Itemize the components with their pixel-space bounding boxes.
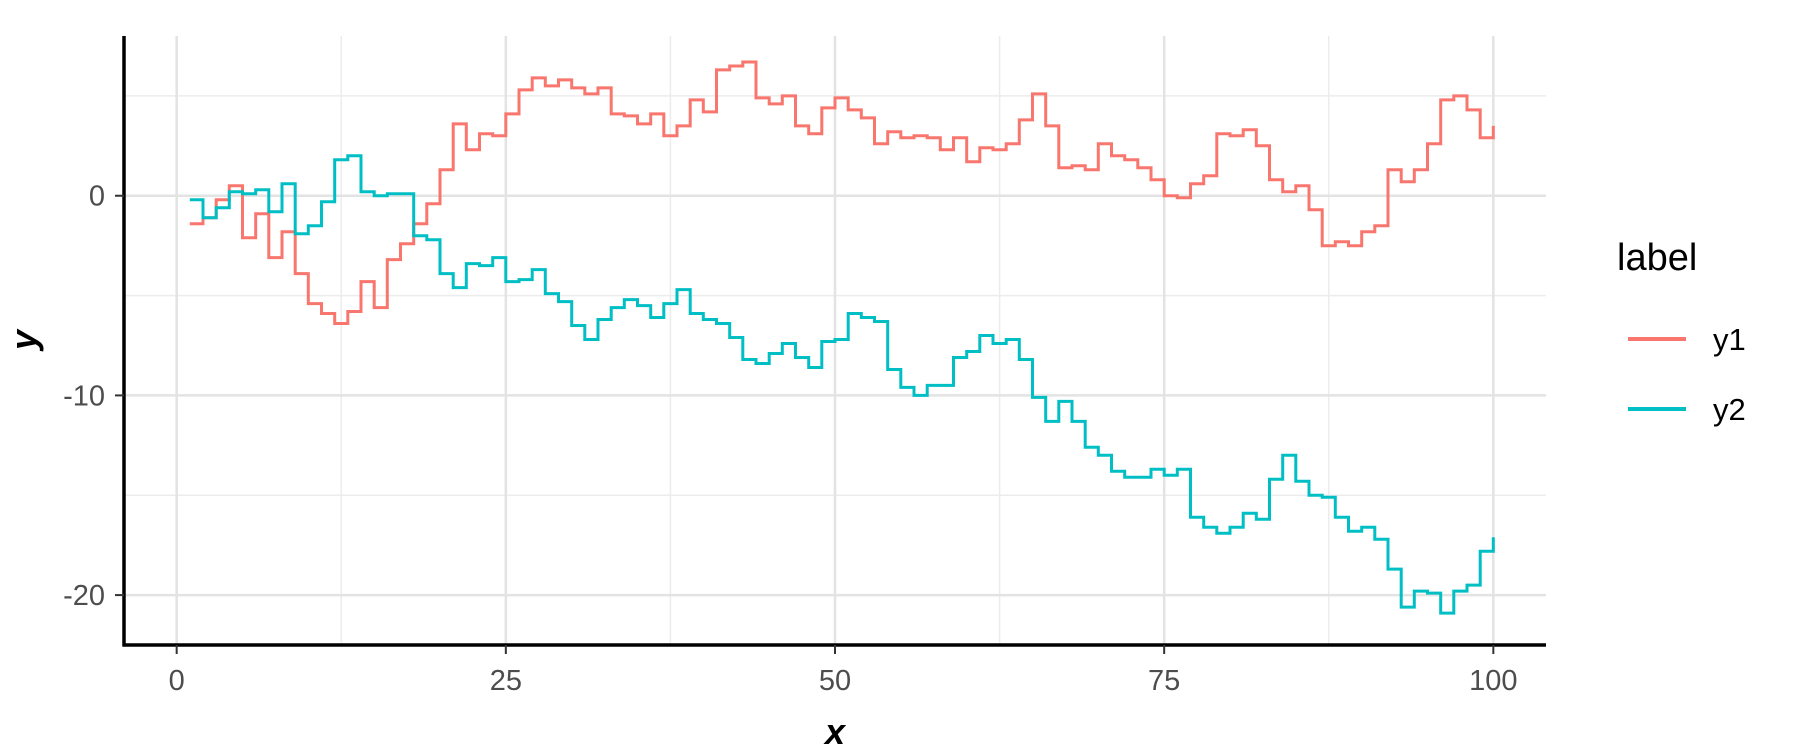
legend-title: label — [1617, 237, 1697, 279]
legend-items: y1 y2 — [1628, 322, 1746, 427]
series-line-y2 — [189, 154, 1495, 615]
x-tick-label: 50 — [819, 665, 851, 697]
series-lines — [189, 60, 1495, 615]
x-tick-label: 75 — [1148, 665, 1180, 697]
y-tick-label: 0 — [89, 181, 105, 213]
y-tick-label: -10 — [63, 380, 105, 412]
legend-label-y2: y2 — [1713, 392, 1746, 427]
x-tick-label: 100 — [1469, 665, 1517, 697]
tick-labels: 0 25 50 75 100 0 -10 -20 — [63, 181, 1517, 697]
y-tick-label: -20 — [63, 580, 105, 612]
tick-marks — [115, 194, 1495, 654]
series-line-y1 — [189, 60, 1495, 325]
x-tick-label: 0 — [169, 665, 185, 697]
x-axis-title: x — [823, 711, 847, 750]
legend: label y1 y2 — [1617, 237, 1746, 427]
legend-label-y1: y1 — [1713, 322, 1746, 357]
x-tick-label: 25 — [490, 665, 522, 697]
y-axis-title: y — [3, 328, 44, 352]
